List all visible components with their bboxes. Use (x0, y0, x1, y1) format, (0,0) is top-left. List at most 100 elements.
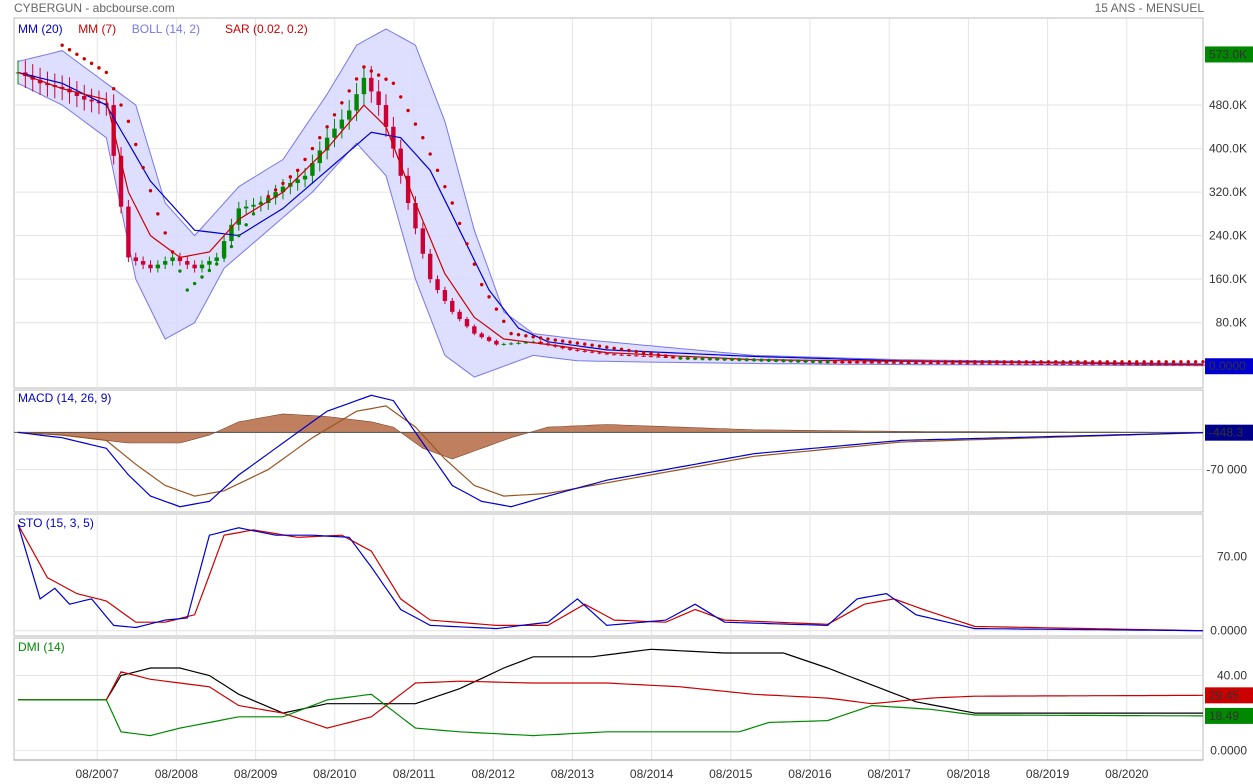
candle-body (1038, 363, 1044, 365)
candle-body (987, 363, 992, 365)
candle-body (148, 264, 153, 269)
candle-body (516, 342, 521, 344)
candle-body (501, 343, 506, 345)
sar-dot (531, 335, 535, 339)
sar-dot (229, 244, 234, 249)
sar-dot (75, 52, 79, 56)
legend-sar: SAR (0.02, 0.2) (225, 22, 308, 36)
candle-body (140, 261, 146, 265)
sar-dot (450, 201, 454, 205)
sar-dot (634, 349, 638, 354)
candle-body (1149, 364, 1154, 366)
sar-dot (60, 43, 64, 47)
candle-body (413, 203, 418, 229)
candle-body (1171, 364, 1176, 366)
macd-histogram (17, 413, 1204, 460)
sar-dot (671, 355, 675, 359)
sar-dot (163, 231, 167, 235)
candle-body (1060, 364, 1066, 366)
sar-dot (509, 331, 513, 336)
sar-dot (1164, 360, 1168, 364)
last-price-badge (1205, 46, 1253, 63)
candle-body (214, 257, 219, 262)
sar-dot (928, 360, 933, 364)
sar-dot (502, 319, 506, 324)
candle-body (1075, 364, 1081, 366)
sar-dot (391, 81, 396, 85)
sar-dot (1017, 360, 1021, 364)
sar-dot (656, 353, 661, 357)
sar-dot (538, 336, 543, 340)
candle-body (648, 356, 654, 358)
sar-dot (465, 242, 469, 246)
candle-body (1097, 364, 1103, 366)
sar-dot (134, 142, 138, 147)
sar-dot (1061, 360, 1065, 364)
y-tick-label: 80.0K (1216, 316, 1247, 330)
sar-dot (649, 352, 653, 356)
candle-body (597, 352, 602, 354)
sar-dot (553, 338, 557, 342)
candle-body (538, 341, 543, 344)
y-tick-label: 40.00 (1217, 669, 1247, 683)
dmi-adx-line (18, 648, 1203, 714)
dmi-plus-badge (1205, 687, 1253, 704)
x-tick-label: 08/2007 (76, 767, 120, 781)
last-zero-label: 0.0000 (1209, 359, 1246, 373)
candle-body (221, 241, 227, 258)
candle-body (332, 128, 337, 138)
sar-dot (244, 223, 248, 227)
y-tick-label: 240.0K (1209, 229, 1247, 243)
candle-body (1186, 364, 1191, 366)
candle-body (560, 346, 565, 349)
candle-body (185, 261, 190, 265)
sto-d-line (17, 524, 1204, 632)
candle-body (405, 175, 411, 203)
candle-body (464, 319, 470, 327)
macd-value-badge (1205, 424, 1253, 441)
x-tick-label: 08/2010 (313, 767, 357, 781)
sar-dot (892, 360, 896, 364)
y-tick-label: 400.0K (1209, 142, 1247, 156)
sar-dot (281, 181, 285, 186)
sar-dot (1171, 360, 1176, 364)
candle-body (1016, 363, 1022, 365)
dmi-plus-di-line (18, 671, 1204, 729)
sar-dot (237, 233, 241, 238)
sar-dot (1046, 360, 1051, 364)
sar-dot (921, 360, 926, 364)
sar-dot (568, 340, 572, 344)
candle-body (567, 348, 573, 350)
candle-body (943, 363, 948, 365)
sar-dot (700, 356, 705, 361)
chart-title: CYBERGUN - abcbourse.com (14, 1, 175, 15)
candle-body (1024, 363, 1029, 365)
sar-dot (693, 356, 697, 361)
sar-dot (1142, 360, 1146, 364)
sar-dot (288, 175, 293, 179)
candle-body (957, 363, 963, 365)
candle-body (1053, 364, 1058, 366)
candle-body (170, 257, 175, 262)
x-tick-label: 08/2014 (630, 767, 674, 781)
candle-body (361, 77, 367, 95)
x-tick-label: 08/2019 (1026, 767, 1070, 781)
sar-dot (627, 348, 631, 353)
candle-body (656, 356, 661, 358)
candle-body (133, 257, 138, 262)
sar-dot (119, 103, 123, 107)
sar-dot (207, 268, 212, 273)
macd-title: MACD (14, 26, 9) (18, 391, 111, 405)
candle-body (1046, 364, 1051, 366)
x-tick-label: 08/2012 (472, 767, 516, 781)
sar-dot (583, 342, 587, 346)
sar-dot (126, 119, 131, 124)
y-tick-label: 0.0000 (1210, 624, 1247, 638)
sar-dot (1135, 360, 1139, 364)
sar-dot (1127, 360, 1132, 364)
sar-dot (715, 357, 719, 361)
sar-dot (89, 61, 94, 66)
candle-body (935, 363, 941, 365)
candle-body (89, 99, 94, 102)
sar-dot (479, 282, 484, 287)
